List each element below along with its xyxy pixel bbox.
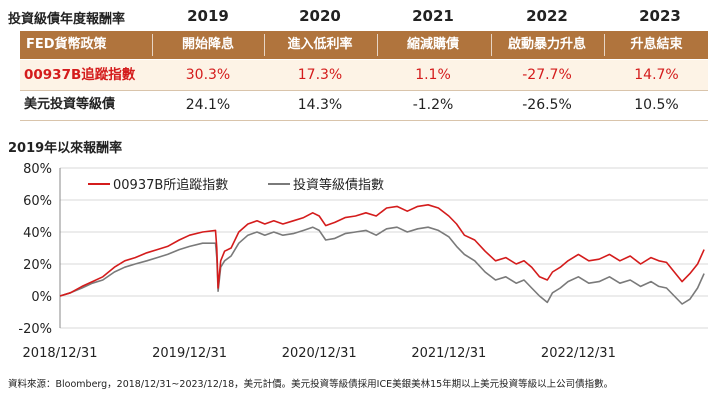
policy-cell-2022: 啟動暴力升息 <box>507 37 586 52</box>
value-00937b-2020: 17.3% <box>297 67 343 83</box>
series-line <box>59 203 705 297</box>
header-divider <box>264 34 265 56</box>
series-lines <box>59 203 705 305</box>
legend: 00937B所追蹤指數 投資等級債指數 <box>88 177 384 193</box>
legend-label: 投資等級債指數 <box>293 177 384 193</box>
header-divider <box>377 34 378 56</box>
value-ig-2022: -26.5% <box>522 97 572 113</box>
x-tick-label: 2022/12/31 <box>541 346 616 361</box>
x-tick-label: 2021/12/31 <box>411 346 486 361</box>
y-tick-label: 60% <box>23 194 52 209</box>
legend-label: 00937B所追蹤指數 <box>113 177 228 193</box>
policy-cell-2021: 縮減購債 <box>406 37 459 52</box>
year-header-2020: 2020 <box>299 7 341 25</box>
value-00937b-2023: 14.7% <box>634 67 679 83</box>
y-tick-label: 40% <box>23 226 52 241</box>
year-header-2023: 2023 <box>639 7 681 25</box>
table-title: 投資級債年度報酬率 <box>8 12 126 27</box>
source-footnote: 資料來源：Bloomberg，2018/12/31~2023/12/18，美元計… <box>8 379 614 390</box>
value-00937b-2019: 30.3% <box>185 67 231 83</box>
y-tick-label: 0% <box>31 290 52 305</box>
row-label-ig-bond: 美元投資等級債 <box>24 97 116 112</box>
x-tick-label: 2019/12/31 <box>152 346 227 361</box>
gridlines <box>59 167 708 329</box>
value-00937b-2022: -27.7% <box>522 67 572 83</box>
y-tick-label: -20% <box>18 322 52 337</box>
header-divider <box>604 34 605 56</box>
header-divider <box>491 34 492 56</box>
table-row <box>20 91 708 121</box>
header-divider <box>152 34 153 56</box>
x-axis-ticks: 2018/12/31 2019/12/31 2020/12/31 2021/12/31… <box>23 346 616 361</box>
value-00937b-2021: 1.1% <box>415 67 451 83</box>
policy-header-label: FED貨幣政策 <box>26 37 107 52</box>
chart-title: 2019年以來報酬率 <box>8 141 123 156</box>
row-label-00937b: 00937B追蹤指數 <box>24 67 136 83</box>
line-chart: -20%0%20%40%60%80% 2018/12/31 2019/12/31 2… <box>18 162 708 361</box>
policy-cell-2023: 升息結束 <box>630 37 683 52</box>
year-header-2022: 2022 <box>526 7 568 25</box>
year-header-2019: 2019 <box>187 7 229 25</box>
x-tick-label: 2018/12/31 <box>23 346 98 361</box>
policy-header-row <box>20 31 708 59</box>
table-row <box>20 60 708 91</box>
y-tick-label: 80% <box>23 162 52 177</box>
value-ig-2020: 14.3% <box>297 97 343 113</box>
y-axis-ticks: -20% 0% 20% 40% 60% 80% <box>18 162 52 337</box>
x-tick-label: 2020/12/31 <box>282 346 357 361</box>
year-header-2021: 2021 <box>412 7 454 25</box>
y-tick-label: 20% <box>23 258 52 273</box>
series-line <box>59 226 705 305</box>
value-ig-2019: 24.1% <box>185 97 231 113</box>
policy-cell-2020: 進入低利率 <box>287 37 353 52</box>
value-ig-2021: -1.2% <box>412 97 454 113</box>
policy-cell-2019: 開始降息 <box>181 37 234 52</box>
value-ig-2023: 10.5% <box>634 97 679 113</box>
